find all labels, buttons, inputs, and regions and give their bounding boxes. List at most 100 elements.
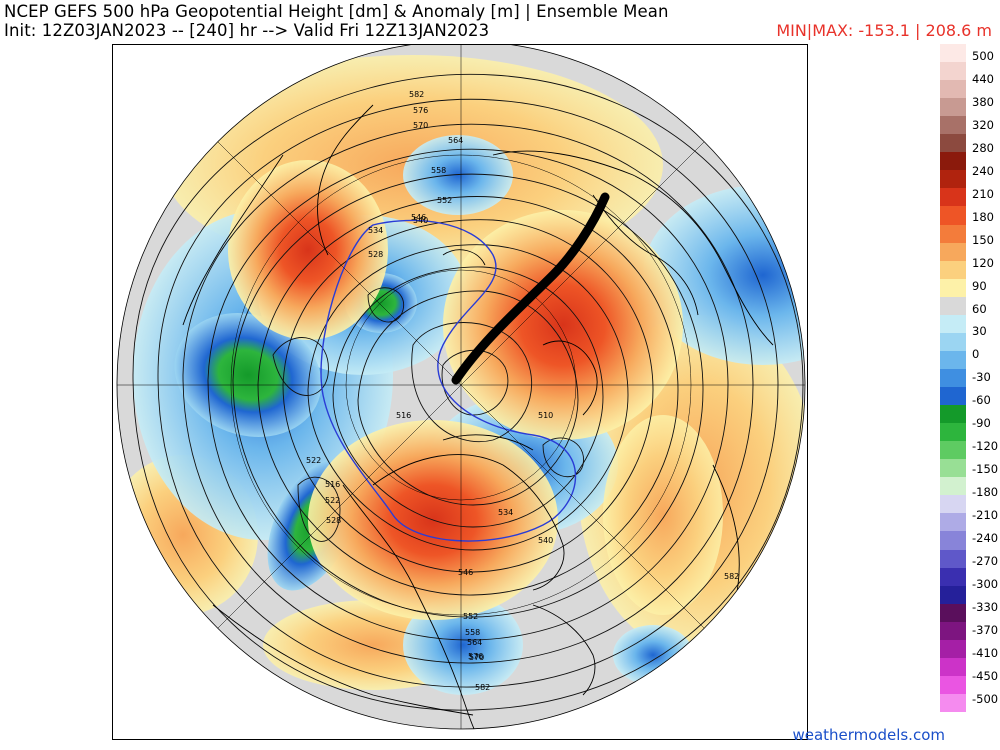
colorbar-tick-label: -500 xyxy=(972,691,999,706)
contour-label: 582 xyxy=(724,572,739,581)
colorbar-swatch xyxy=(940,567,966,587)
colorbar-swatch xyxy=(940,98,966,117)
contour-label: 546 xyxy=(411,213,426,222)
colorbar-swatch xyxy=(940,350,966,370)
colorbar-swatch xyxy=(940,188,966,207)
contour-label: 552 xyxy=(437,196,452,205)
colorbar-tick-label: -370 xyxy=(972,622,999,637)
colorbar-swatch xyxy=(940,260,966,280)
contour-label: 570 xyxy=(413,121,428,130)
contour-label: 582 xyxy=(409,90,424,99)
reference-contour-540 xyxy=(320,219,576,542)
colorbar-swatch xyxy=(940,621,966,641)
annotation-ridge-line xyxy=(451,192,610,385)
colorbar-swatch xyxy=(940,531,966,550)
colorbar-swatch xyxy=(940,332,966,352)
chart-title: NCEP GEFS 500 hPa Geopotential Height [d… xyxy=(4,2,669,21)
colorbar-tick-label: 60 xyxy=(972,301,987,316)
coastlines xyxy=(182,104,774,729)
contour-label: 558 xyxy=(465,628,480,637)
contour-label: 576 xyxy=(413,106,428,115)
contour-label: 534 xyxy=(368,226,383,235)
colorbar-swatch xyxy=(940,459,966,478)
colorbar-swatch xyxy=(940,441,966,460)
colorbar-swatch xyxy=(940,675,966,695)
colorbar-swatch xyxy=(940,513,966,532)
colorbar-tick-label: -90 xyxy=(972,416,991,431)
colorbar-swatch xyxy=(940,44,966,63)
colorbar-tick-label: 440 xyxy=(972,71,994,86)
colorbar-tick-label: 280 xyxy=(972,140,994,155)
contour-label: 576 xyxy=(468,652,483,661)
colorbar-tick-label: 0 xyxy=(972,347,980,362)
colorbar-tick-label: -120 xyxy=(972,439,999,454)
colorbar-swatch xyxy=(940,423,966,442)
contour-labels: 582 576 570 564 558 552 546 540 534 528 … xyxy=(231,90,739,692)
contour-label: 546 xyxy=(458,568,473,577)
contour-label: 570 xyxy=(469,653,484,662)
colorbar-swatch xyxy=(940,387,966,406)
contour-label: 558 xyxy=(431,166,446,175)
colorbar-tick-label: 150 xyxy=(972,232,994,247)
contour-label: 516 xyxy=(325,480,340,489)
colorbar-swatch xyxy=(940,62,966,81)
colorbar-swatch xyxy=(940,693,966,713)
colorbar-swatch xyxy=(940,314,966,334)
colorbar-swatch xyxy=(940,152,966,171)
min-max-readout: MIN|MAX: -153.1 | 208.6 m xyxy=(776,21,992,40)
colorbar-tick-label: -270 xyxy=(972,554,999,569)
colorbar-swatch xyxy=(940,657,966,677)
contour-label: 528 xyxy=(326,516,341,525)
colorbar-tick-label: -240 xyxy=(972,531,999,546)
colorbar-tick-label: -30 xyxy=(972,370,991,385)
contour-label: 564 xyxy=(448,136,463,145)
colorbar-tick-label: 380 xyxy=(972,94,994,109)
colorbar-tick-label: -330 xyxy=(972,599,999,614)
colorbar-tick-label: 90 xyxy=(972,278,987,293)
colorbar-swatch xyxy=(940,296,966,316)
polar-stereographic-map: 582 576 570 564 558 552 546 540 534 528 … xyxy=(112,44,808,740)
contour-label: 552 xyxy=(463,612,478,621)
graticule xyxy=(117,45,805,729)
colorbar-tick-label: -60 xyxy=(972,393,991,408)
colorbar-swatch xyxy=(940,278,966,298)
colorbar-swatch xyxy=(940,477,966,496)
colorbar-tick-label: 180 xyxy=(972,209,994,224)
colorbar-swatch xyxy=(940,585,966,605)
colorbar-swatch xyxy=(940,206,966,226)
colorbar-tick-label: 320 xyxy=(972,117,994,132)
colorbar-swatch xyxy=(940,224,966,244)
anomaly-colorbar xyxy=(940,44,966,713)
colorbar-tick-label: 120 xyxy=(972,255,994,270)
colorbar-swatch xyxy=(940,242,966,262)
map-canvas: 582 576 570 564 558 552 546 540 534 528 … xyxy=(113,45,807,739)
colorbar-swatch xyxy=(940,639,966,659)
colorbar-tick-label: 30 xyxy=(972,324,987,339)
contour-label: 522 xyxy=(325,496,340,505)
contour-label: 540 xyxy=(413,216,428,225)
colorbar-tick-label: 500 xyxy=(972,49,994,63)
colorbar-swatch xyxy=(940,549,966,569)
contour-label: 540 xyxy=(538,536,553,545)
colorbar-tick-label: 240 xyxy=(972,163,994,178)
colorbar-swatch xyxy=(940,368,966,388)
contour-label: 510 xyxy=(538,411,553,420)
colorbar-tick-label: 210 xyxy=(972,186,994,201)
anomaly-field: 582 576 570 564 558 552 546 540 534 528 … xyxy=(117,45,805,729)
colorbar-swatch xyxy=(940,134,966,153)
colorbar-tick-label: -300 xyxy=(972,577,999,591)
contour-label: 528 xyxy=(368,250,383,259)
colorbar-swatch xyxy=(940,170,966,189)
colorbar-swatch xyxy=(940,495,966,514)
colorbar-tick-label: -450 xyxy=(972,668,999,683)
colorbar-swatch xyxy=(940,603,966,623)
contour-label: 582 xyxy=(475,683,490,692)
contour-label: 534 xyxy=(498,508,513,517)
colorbar-swatch xyxy=(940,116,966,135)
colorbar-tick-label: -150 xyxy=(972,462,999,477)
site-credit[interactable]: weathermodels.com xyxy=(792,726,945,744)
colorbar-tick-label: -210 xyxy=(972,508,999,523)
colorbar-tick-label: -180 xyxy=(972,485,999,500)
colorbar-swatch xyxy=(940,405,966,424)
contour-label: 516 xyxy=(396,411,411,420)
